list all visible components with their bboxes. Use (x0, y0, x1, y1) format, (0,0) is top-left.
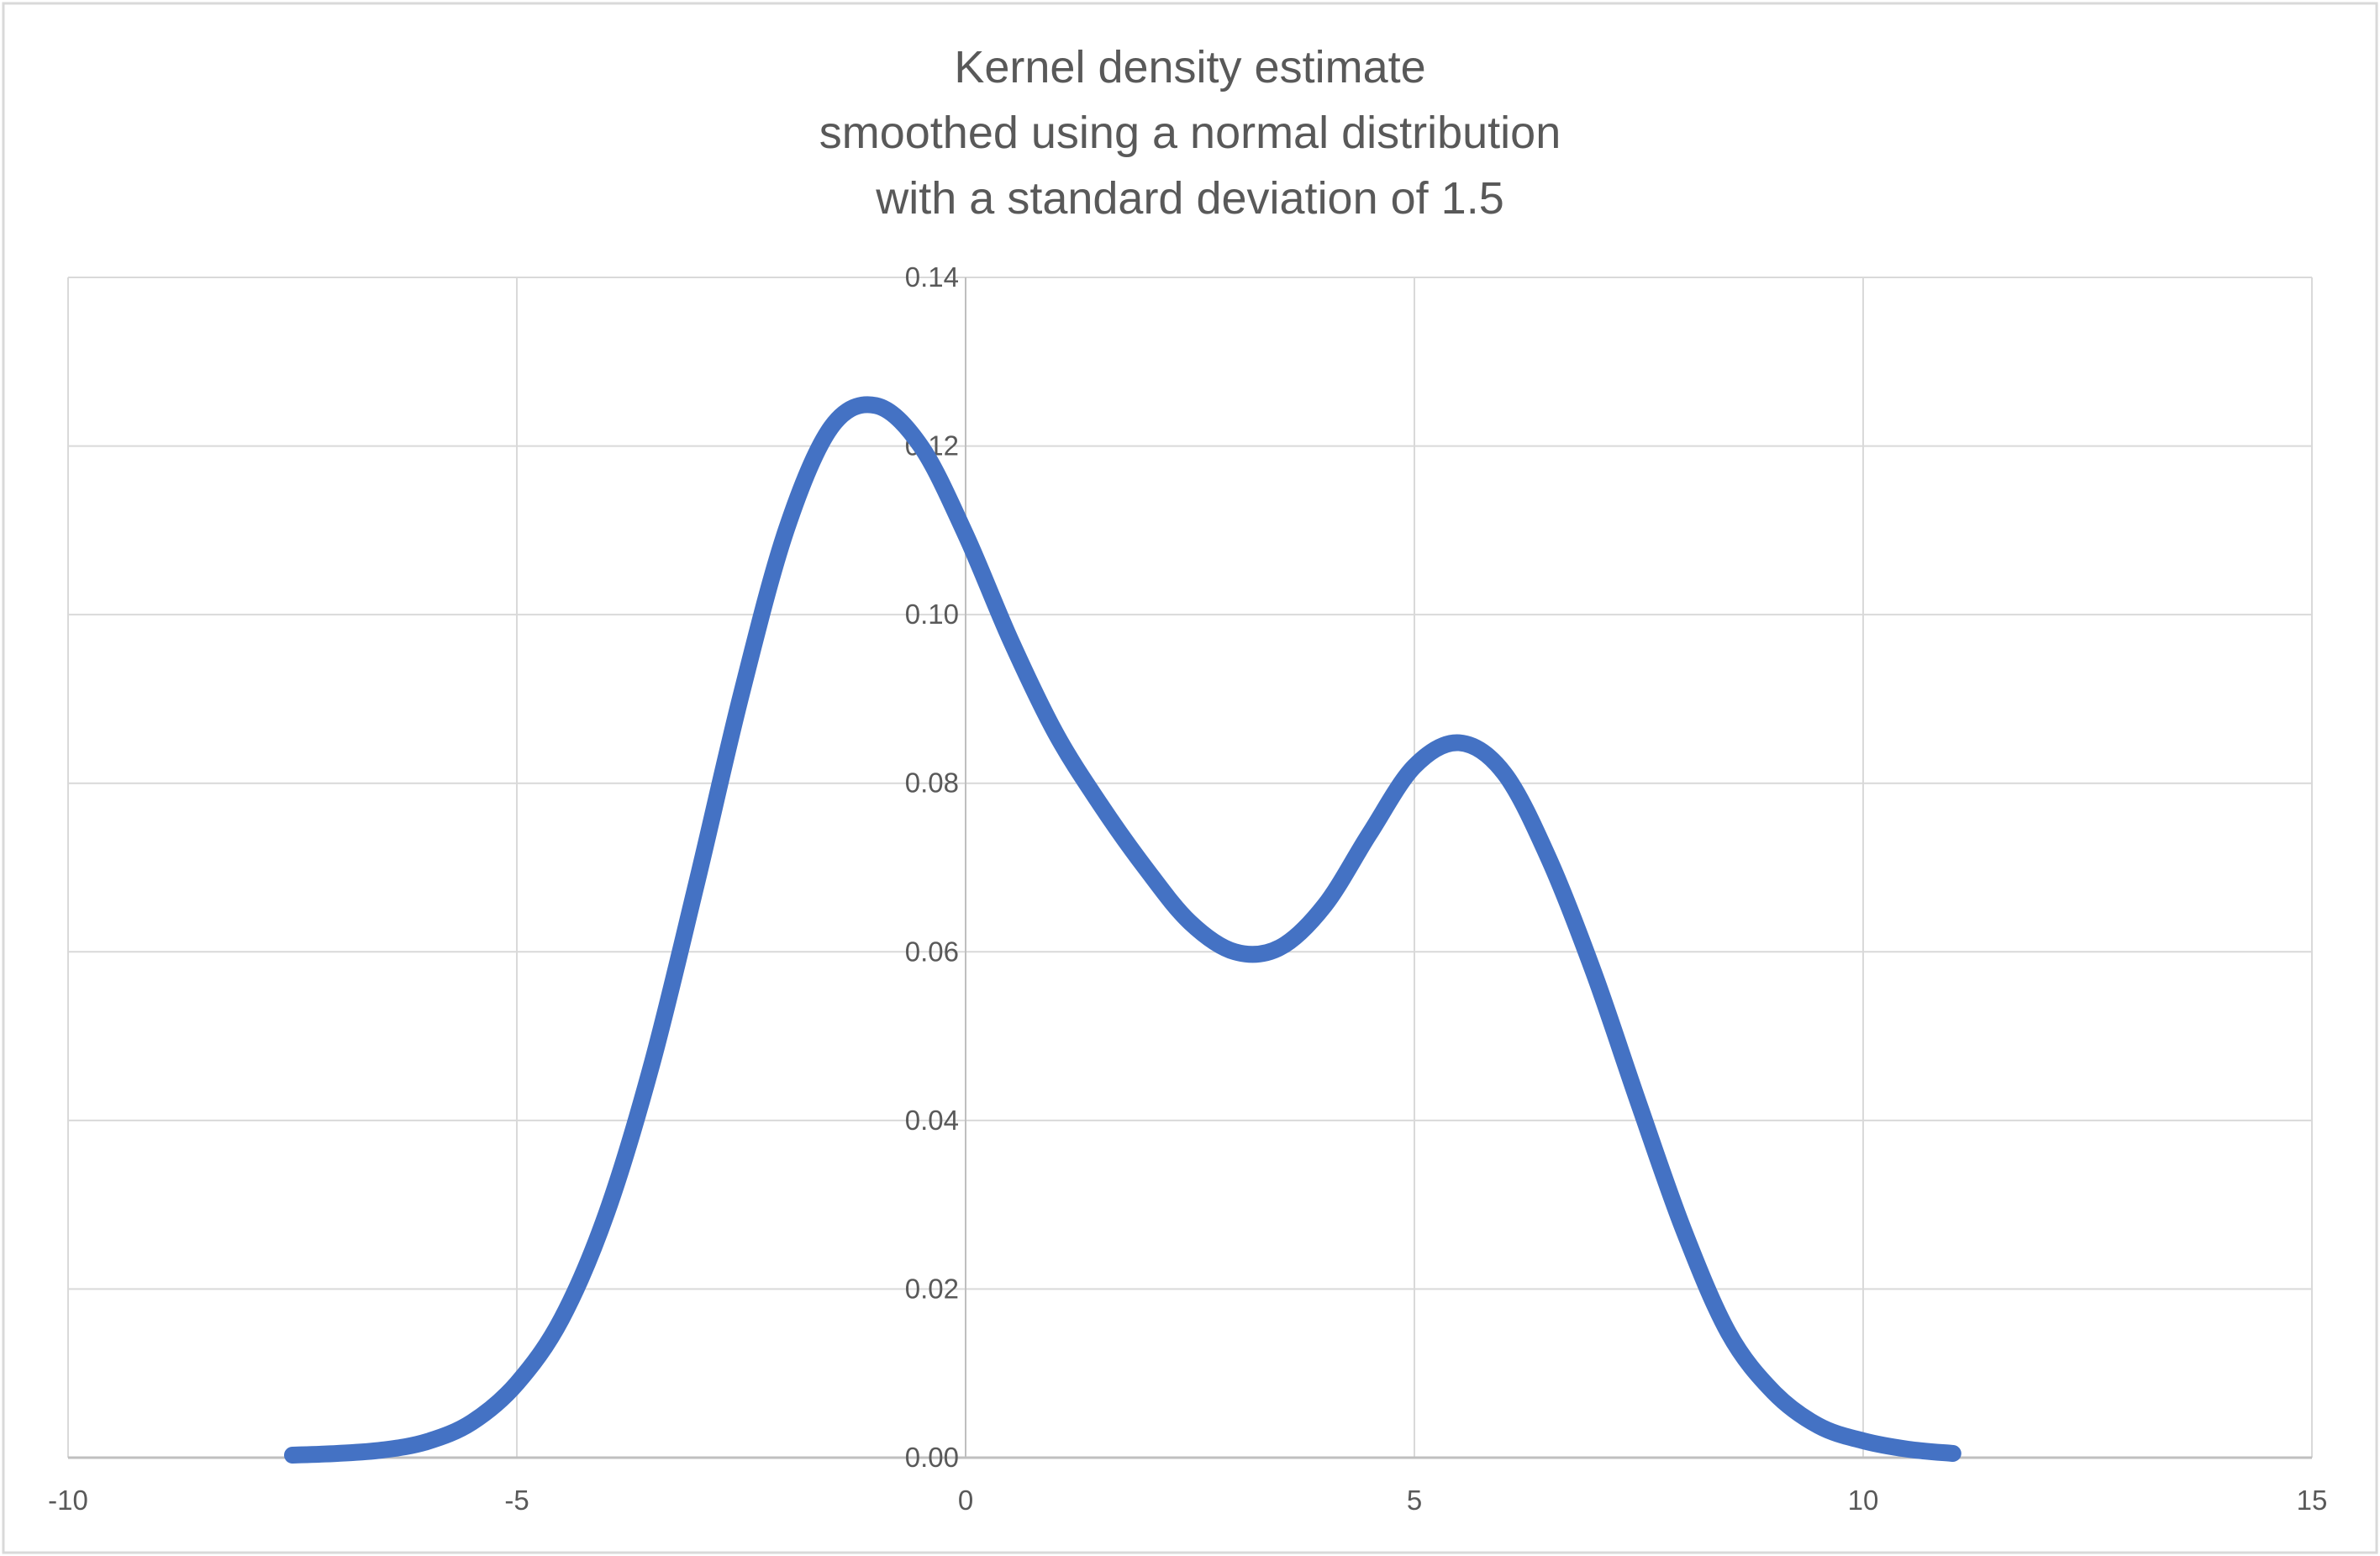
x-tick-label: 15 (2297, 1485, 2328, 1516)
x-tick-label: 5 (1407, 1485, 1422, 1516)
y-tick-label: 0.08 (905, 767, 959, 799)
chart-title-line-1: Kernel density estimate (954, 42, 1425, 92)
x-tick-label: -10 (48, 1485, 88, 1516)
chart-title-line-2: smoothed using a normal distribution (819, 108, 1561, 158)
y-tick-label: 0.04 (905, 1105, 959, 1136)
density-line (284, 396, 1961, 1464)
tick-labels: 0.000.020.040.060.080.100.120.14-10 -5 0 5 1… (48, 261, 2327, 1516)
y-tick-label: 0.10 (905, 599, 959, 630)
x-tick-label: 0 (958, 1485, 973, 1516)
y-tick-label: 0.06 (905, 936, 959, 967)
y-tick-label: 0.02 (905, 1273, 959, 1304)
y-tick-label: 0.14 (905, 261, 959, 293)
gridlines (67, 277, 2313, 1458)
x-tick-label: 10 (1848, 1485, 1879, 1516)
chart-title-line-3: with a standard deviation of 1.5 (875, 173, 1503, 224)
y-tick-label: 0.00 (905, 1442, 959, 1473)
x-tick-label: -5 (504, 1485, 529, 1516)
